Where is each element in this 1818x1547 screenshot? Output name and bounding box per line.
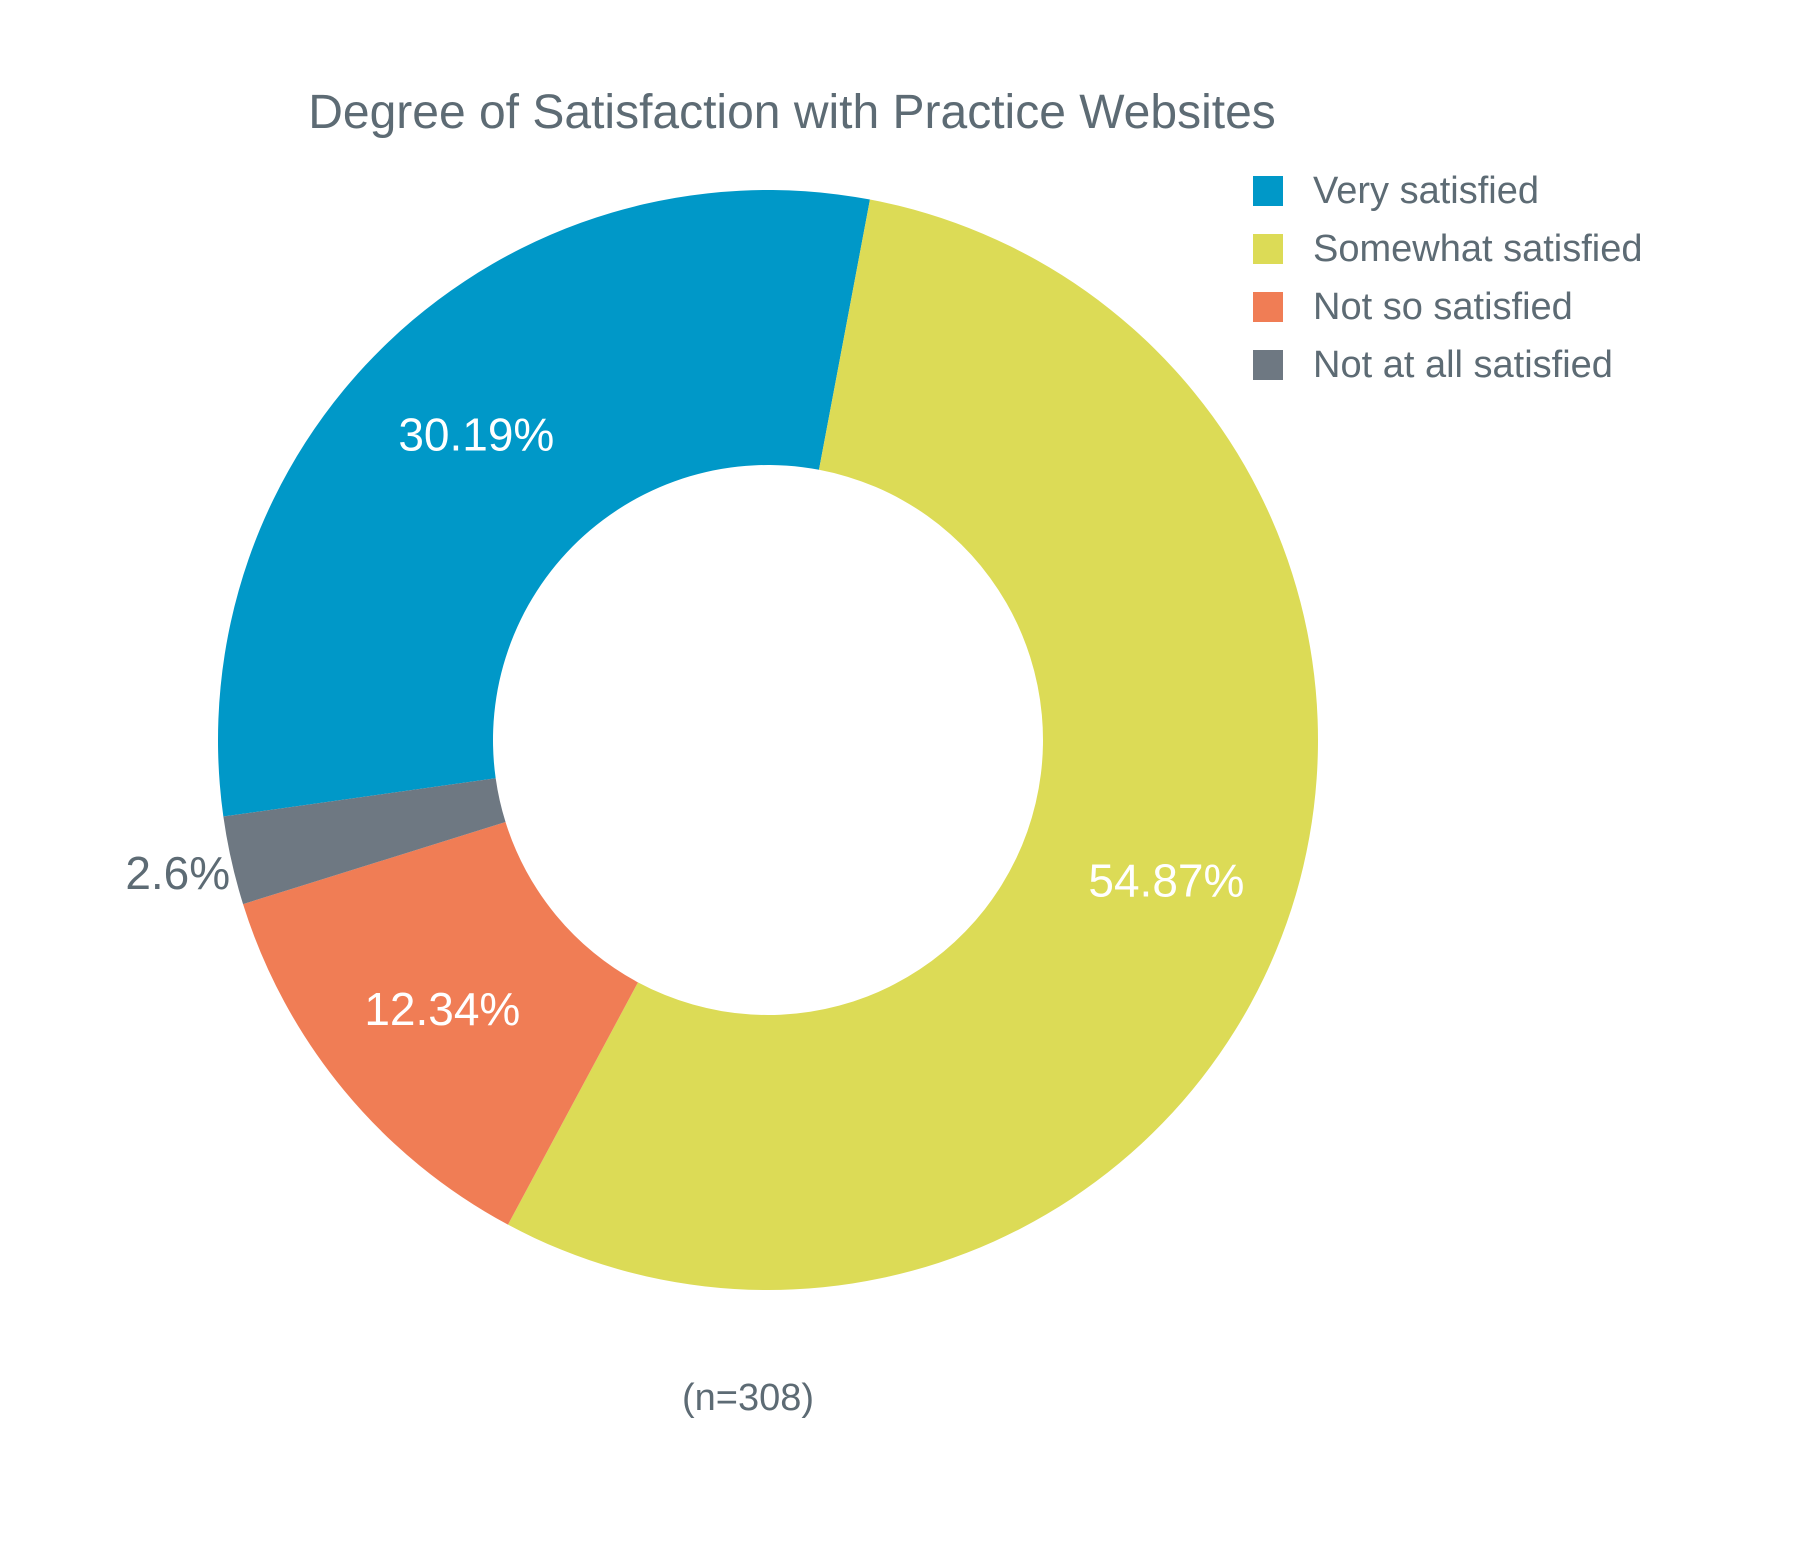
donut-slices bbox=[217, 190, 1319, 1291]
legend-label-somewhat-satisfied: Somewhat satisfied bbox=[1313, 228, 1643, 270]
slice-labels: 30.19% 54.87% 12.34% 2.6% bbox=[125, 408, 1244, 1035]
data-label-not-so-satisfied: 12.34% bbox=[364, 983, 520, 1035]
legend-label-not-so-satisfied: Not so satisfied bbox=[1313, 286, 1573, 328]
legend-swatch-somewhat-satisfied bbox=[1253, 234, 1283, 264]
legend-swatch-not-so-satisfied bbox=[1253, 292, 1283, 322]
legend-label-not-at-all-satisfied: Not at all satisfied bbox=[1313, 344, 1613, 386]
data-label-somewhat-satisfied: 54.87% bbox=[1088, 855, 1244, 907]
chart-title: Degree of Satisfaction with Practice Web… bbox=[308, 86, 1276, 139]
slice-very-satisfied bbox=[217, 190, 870, 817]
slice-not-so-satisfied bbox=[243, 822, 638, 1225]
legend-swatch-not-at-all-satisfied bbox=[1253, 350, 1283, 380]
data-label-not-at-all-satisfied: 2.6% bbox=[125, 847, 230, 899]
data-label-very-satisfied: 30.19% bbox=[398, 408, 554, 460]
sample-size-note: (n=308) bbox=[682, 1377, 814, 1419]
slice-not-at-all-satisfied bbox=[223, 778, 506, 905]
legend-label-very-satisfied: Very satisfied bbox=[1313, 170, 1539, 212]
slice-somewhat-satisfied bbox=[507, 199, 1319, 1291]
legend: Very satisfied Somewhat satisfied Not so s… bbox=[1253, 170, 1643, 386]
legend-swatch-very-satisfied bbox=[1253, 176, 1283, 206]
